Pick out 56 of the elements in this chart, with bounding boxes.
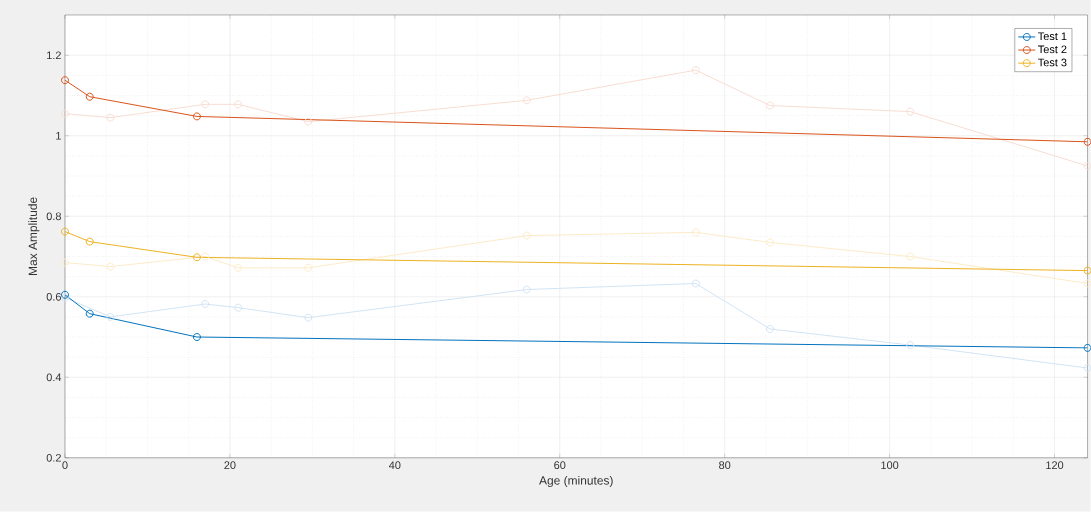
point — [201, 100, 210, 109]
point — [766, 238, 775, 247]
y-tick-label: 0.4 — [46, 373, 62, 382]
point — [1083, 364, 1091, 373]
point — [61, 76, 69, 85]
point — [522, 231, 531, 240]
point — [61, 258, 69, 267]
x-tick-label: 80 — [719, 461, 731, 470]
point — [304, 263, 313, 272]
y-tick-label: 0.8 — [46, 212, 61, 221]
x-tick-label: 40 — [388, 461, 401, 470]
y-axis-title: Max Amplitude — [28, 197, 40, 276]
point — [234, 303, 243, 312]
point — [522, 96, 531, 105]
point — [1083, 137, 1091, 146]
point — [192, 112, 201, 121]
point — [691, 66, 700, 75]
point — [304, 117, 313, 126]
point — [906, 252, 915, 261]
x-tick-label: 100 — [881, 461, 899, 470]
point — [1083, 344, 1091, 352]
x-tick-label: 20 — [224, 461, 236, 470]
point — [201, 252, 210, 261]
point — [691, 279, 700, 288]
y-tick-label: 1 — [56, 132, 61, 140]
y-tick-label: 1.2 — [47, 51, 61, 60]
x-tick-label: 120 — [1046, 461, 1064, 470]
x-tick-label: 60 — [554, 461, 566, 470]
point — [766, 325, 775, 334]
point — [234, 100, 243, 109]
point — [85, 309, 94, 318]
point — [192, 253, 201, 262]
point — [522, 285, 531, 294]
point — [906, 107, 915, 116]
point — [906, 341, 915, 350]
point — [106, 262, 115, 271]
point — [106, 113, 115, 122]
y-tick-label: 0.6 — [46, 293, 61, 301]
point — [85, 237, 94, 246]
point — [766, 101, 775, 110]
point — [85, 92, 94, 101]
point — [192, 333, 201, 342]
legend-label: Test 2 — [1038, 45, 1067, 54]
x-tick-label: 0 — [62, 461, 68, 470]
point — [201, 300, 210, 309]
point — [304, 313, 313, 322]
point — [106, 313, 115, 321]
point — [61, 109, 69, 118]
legend-label: Test 3 — [1038, 58, 1067, 67]
point — [1083, 162, 1091, 171]
point — [234, 263, 243, 272]
point — [61, 227, 69, 236]
y-tick-label: 0.2 — [46, 454, 61, 462]
point — [691, 228, 700, 237]
x-axis-title: Age (minutes) — [539, 476, 613, 488]
legend-label: Test 1 — [1038, 32, 1067, 41]
